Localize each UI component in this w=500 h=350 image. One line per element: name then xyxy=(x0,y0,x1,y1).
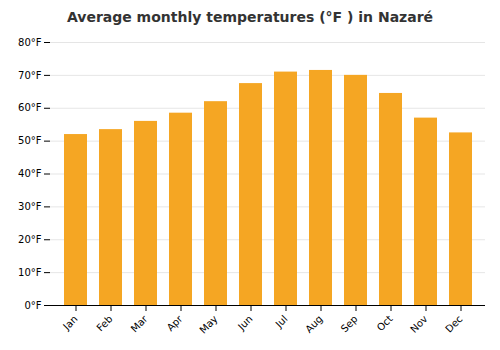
svg-text:10°F: 10°F xyxy=(18,267,42,278)
svg-text:20°F: 20°F xyxy=(18,234,42,245)
svg-text:May: May xyxy=(197,313,219,335)
svg-text:Jan: Jan xyxy=(60,313,79,332)
svg-text:80°F: 80°F xyxy=(18,37,42,48)
svg-text:70°F: 70°F xyxy=(18,70,42,81)
svg-text:Jul: Jul xyxy=(273,313,290,330)
html-text:Average monthly temperatures (: Average monthly temperatures (°F ) in Na… xyxy=(66,9,434,25)
svg-text:30°F: 30°F xyxy=(18,201,42,212)
svg-text:50°F: 50°F xyxy=(18,135,42,146)
svg-text:Mar: Mar xyxy=(129,313,151,335)
svg-text:40°F: 40°F xyxy=(18,168,42,179)
svg-text:Sep: Sep xyxy=(339,313,360,334)
svg-text:Nov: Nov xyxy=(408,313,430,335)
svg-text:Apr: Apr xyxy=(165,313,186,334)
svg-text:Aug: Aug xyxy=(303,313,325,335)
svg-text:Jun: Jun xyxy=(235,313,255,333)
svg-text:Dec: Dec xyxy=(443,313,464,334)
svg-text:Feb: Feb xyxy=(94,313,114,333)
svg-text:60°F: 60°F xyxy=(18,102,42,113)
svg-text:0°F: 0°F xyxy=(24,300,41,311)
svg-text:Oct: Oct xyxy=(375,313,395,333)
